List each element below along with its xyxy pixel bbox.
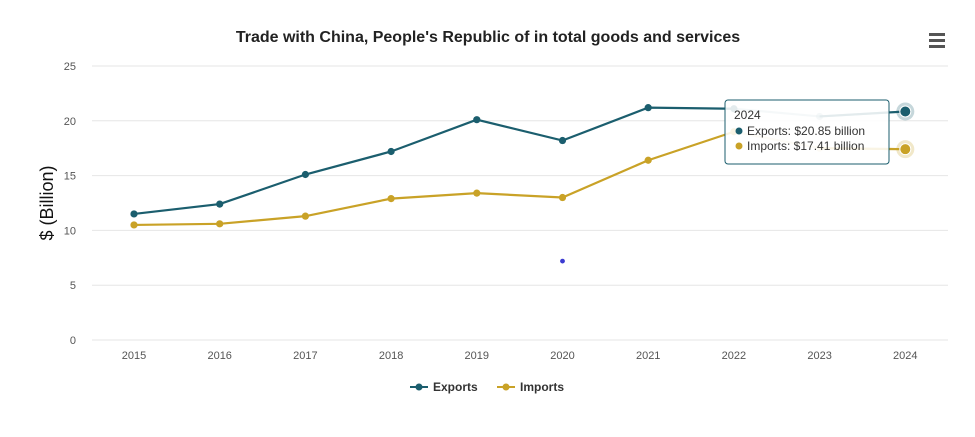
x-tick-label: 2016	[207, 350, 231, 362]
legend-item-exports[interactable]: Exports	[410, 380, 478, 394]
y-tick-label: 15	[64, 171, 76, 183]
data-point-imports[interactable]	[473, 189, 481, 197]
data-point-imports[interactable]	[387, 195, 395, 203]
y-axis-label: $ (Billion)	[37, 165, 57, 240]
data-point-exports[interactable]	[558, 136, 567, 145]
series-line-exports	[133, 106, 734, 216]
y-tick-label: 10	[64, 225, 76, 237]
x-tick-label: 2015	[122, 350, 146, 362]
tooltip: 2024 Exports: $20.85 billion Imports: $1…	[724, 99, 890, 165]
data-point-exports[interactable]	[644, 104, 652, 112]
y-tick-label: 0	[70, 335, 76, 347]
x-tick-label: 2022	[722, 350, 746, 362]
data-point-exports[interactable]	[301, 170, 309, 179]
y-tick-labels: 0 5 10 15 20 25	[64, 61, 76, 347]
menu-button[interactable]	[926, 30, 948, 50]
legend-item-imports[interactable]: Imports	[497, 380, 564, 394]
x-tick-label: 2018	[379, 350, 403, 362]
data-point-imports[interactable]	[558, 193, 567, 202]
tooltip-exports-text: Exports: $20.85 billion	[747, 124, 865, 138]
tooltip-imports-marker	[735, 142, 743, 150]
legend-exports-label: Exports	[433, 380, 478, 394]
hamburger-menu-icon	[929, 33, 945, 48]
x-tick-label: 2017	[293, 350, 317, 362]
legend: Exports Imports	[410, 380, 564, 394]
data-point-imports[interactable]	[899, 143, 912, 156]
tooltip-imports-text: Imports: $17.41 billion	[747, 139, 864, 153]
tooltip-year: 2024	[734, 108, 761, 122]
grid-lines	[92, 65, 948, 341]
data-point-exports[interactable]	[473, 116, 481, 124]
data-point-exports[interactable]	[899, 105, 912, 118]
tooltip-exports-marker	[735, 127, 743, 135]
x-tick-label: 2023	[807, 350, 831, 362]
x-tick-label: 2020	[550, 350, 574, 362]
legend-imports-marker	[502, 383, 510, 391]
stray-point-group	[560, 258, 565, 264]
series-line-imports	[133, 130, 735, 227]
data-point-exports[interactable]	[130, 210, 138, 218]
data-point-exports[interactable]	[216, 200, 224, 208]
x-tick-labels: 2015 2016 2017 2018 2019 2020 2021 2022 2023 2024	[122, 350, 918, 362]
stray-point	[560, 258, 565, 264]
x-tick-label: 2021	[636, 350, 660, 362]
y-tick-label: 25	[64, 61, 76, 73]
legend-exports-marker	[415, 383, 423, 391]
data-point-imports[interactable]	[130, 221, 138, 229]
legend-imports-label: Imports	[520, 380, 564, 394]
x-tick-label: 2024	[893, 350, 917, 362]
x-tick-label: 2019	[465, 350, 489, 362]
data-point-imports[interactable]	[301, 212, 309, 220]
data-point-imports[interactable]	[644, 156, 652, 164]
data-point-imports[interactable]	[216, 220, 224, 228]
y-tick-label: 5	[70, 280, 76, 292]
y-tick-label: 20	[64, 116, 76, 128]
chart-title: Trade with China, People's Republic of i…	[236, 29, 740, 46]
data-point-exports[interactable]	[387, 147, 395, 156]
tooltip-box	[724, 99, 890, 165]
